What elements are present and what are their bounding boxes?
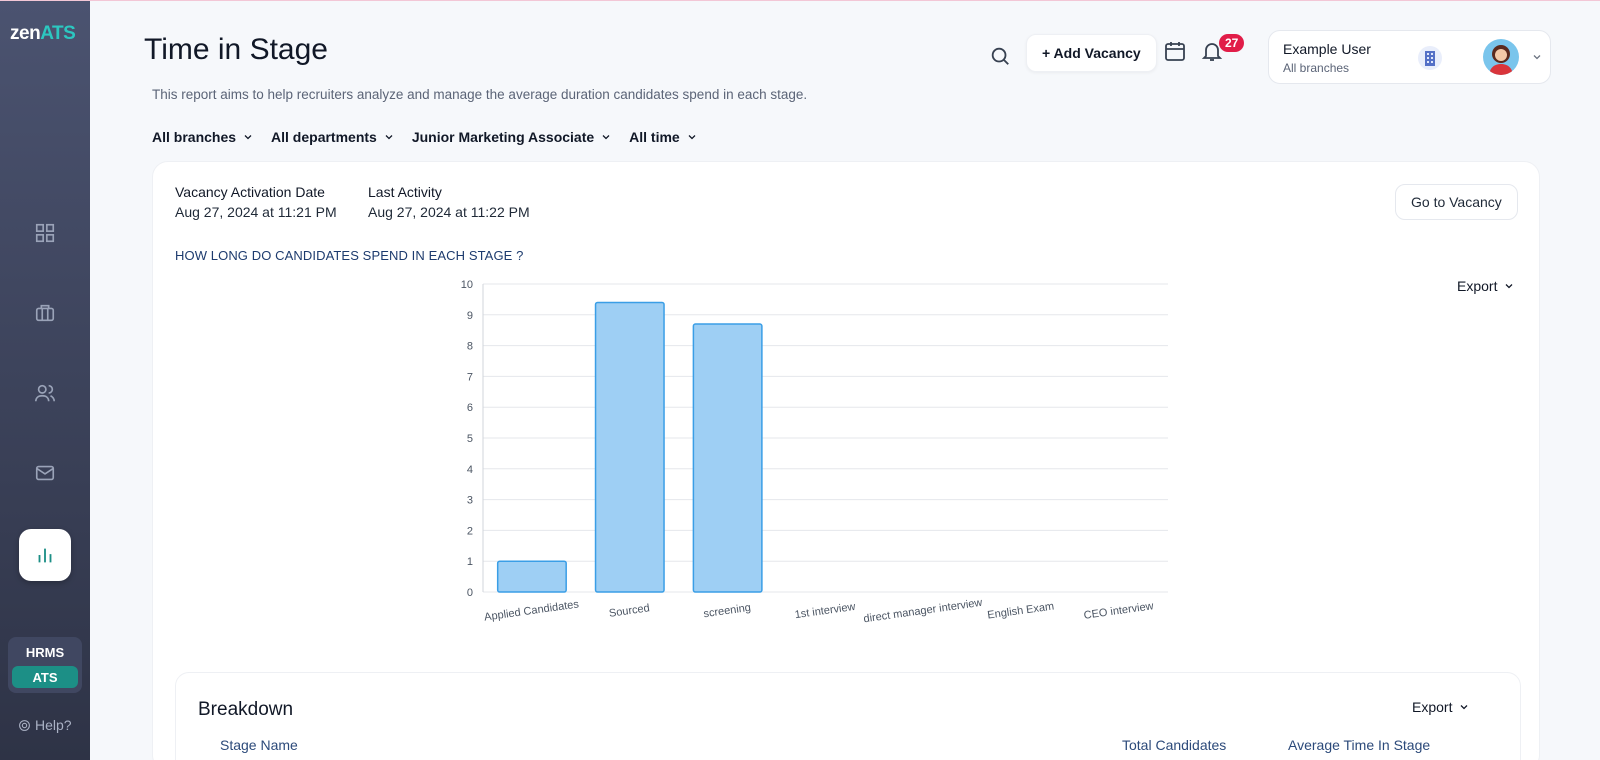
search-icon: [991, 47, 1009, 65]
x-tick-label: CEO interview: [1083, 600, 1154, 622]
y-tick-label: 5: [467, 433, 473, 445]
go-to-vacancy-button[interactable]: Go to Vacancy: [1395, 184, 1518, 220]
page-title: Time in Stage: [144, 33, 328, 66]
x-tick-label: 1st interview: [794, 601, 856, 621]
mail-icon: [35, 465, 55, 481]
notification-badge: 27: [1219, 34, 1245, 52]
activation-date-label: Vacancy Activation Date: [175, 184, 325, 200]
users-icon: [35, 384, 55, 402]
logo: zenATS: [10, 23, 76, 44]
x-tick-label: Sourced: [608, 602, 650, 620]
user-menu[interactable]: Example User All branches: [1268, 30, 1551, 84]
filters-bar: All branches All departments Junior Mark…: [152, 129, 698, 145]
y-tick-label: 10: [461, 279, 473, 291]
chevron-down-icon: [1506, 284, 1513, 289]
nav-reports[interactable]: [19, 529, 71, 581]
filter-branches[interactable]: All branches: [152, 129, 254, 145]
search-button[interactable]: [982, 38, 1018, 74]
user-branch: All branches: [1283, 61, 1350, 75]
nav-messages[interactable]: [19, 447, 71, 499]
chevron-down-icon: [1533, 55, 1541, 60]
column-total-candidates[interactable]: Total Candidates: [1122, 737, 1227, 753]
page-subtitle: This report aims to help recruiters anal…: [152, 87, 808, 102]
y-tick-label: 4: [467, 464, 473, 476]
breakdown-title: Breakdown: [198, 699, 294, 720]
y-tick-label: 3: [467, 495, 473, 507]
avatar: [1483, 39, 1519, 75]
x-tick-label: direct manager interview: [863, 597, 983, 626]
y-tick-label: 1: [467, 556, 473, 568]
filter-vacancy[interactable]: Junior Marketing Associate: [412, 129, 612, 145]
briefcase-icon: [35, 304, 55, 322]
notifications-button[interactable]: [1200, 39, 1224, 68]
sidebar: zenATS HRMS ATS Help?: [0, 1, 90, 760]
filter-time[interactable]: All time: [629, 129, 698, 145]
nav-dashboard[interactable]: [19, 207, 71, 259]
column-average-time[interactable]: Average Time In Stage: [1288, 737, 1431, 753]
user-name: Example User: [1283, 41, 1371, 57]
x-tick-label: Applied Candidates: [483, 598, 580, 623]
chart-bar: [692, 323, 763, 593]
report-card: Vacancy Activation Date Aug 27, 2024 at …: [152, 161, 1540, 760]
y-tick-label: 2: [467, 525, 473, 537]
switch-hrms[interactable]: HRMS: [25, 644, 65, 660]
bell-icon: [1201, 43, 1223, 61]
calendar-button[interactable]: [1163, 39, 1187, 68]
activation-date-value: Aug 27, 2024 at 11:21 PM: [175, 204, 337, 220]
nav-candidates[interactable]: [19, 367, 71, 419]
chevron-down-icon: [385, 135, 393, 140]
breakdown-section: Breakdown Export Stage Name Total Candid…: [175, 672, 1521, 760]
breakdown-export-button[interactable]: Export: [1412, 699, 1470, 715]
add-vacancy-button[interactable]: + Add Vacancy: [1026, 34, 1157, 72]
help-link[interactable]: Help?: [18, 717, 72, 733]
bar-chart-icon: [38, 548, 52, 563]
help-label: Help?: [35, 717, 72, 733]
dashboard-grid-icon: [35, 223, 55, 243]
chevron-down-icon: [244, 135, 252, 140]
column-stage-name[interactable]: Stage Name: [220, 737, 298, 753]
building-icon: [1418, 46, 1442, 70]
chart-bar: [496, 560, 567, 593]
y-tick-label: 0: [467, 587, 473, 599]
y-tick-label: 9: [467, 310, 473, 322]
switch-ats[interactable]: ATS: [12, 666, 78, 688]
time-in-stage-chart: 0 1 2 3 4 5 6 7 8 9 10 Applied Candidates Sourced scr…: [461, 279, 1168, 626]
nav-vacancies[interactable]: [19, 287, 71, 339]
chart-question: HOW LONG DO CANDIDATES SPEND IN EACH STA…: [175, 248, 524, 263]
chevron-down-icon: [688, 135, 696, 140]
calendar-icon: [1165, 42, 1185, 61]
chart-export-button[interactable]: Export: [1457, 278, 1515, 294]
last-activity-value: Aug 27, 2024 at 11:22 PM: [368, 204, 530, 220]
y-tick-label: 6: [467, 402, 473, 414]
chevron-down-icon: [1461, 705, 1468, 710]
help-circle-icon: [19, 719, 30, 731]
chevron-down-icon: [602, 135, 610, 140]
y-tick-label: 8: [467, 341, 473, 353]
y-tick-label: 7: [467, 371, 473, 383]
product-switch: HRMS ATS: [8, 637, 82, 693]
last-activity-label: Last Activity: [368, 184, 442, 200]
chart-bar: [594, 301, 665, 593]
x-tick-label: English Exam: [987, 600, 1055, 621]
x-tick-label: screening: [703, 602, 752, 621]
filter-departments[interactable]: All departments: [271, 129, 395, 145]
